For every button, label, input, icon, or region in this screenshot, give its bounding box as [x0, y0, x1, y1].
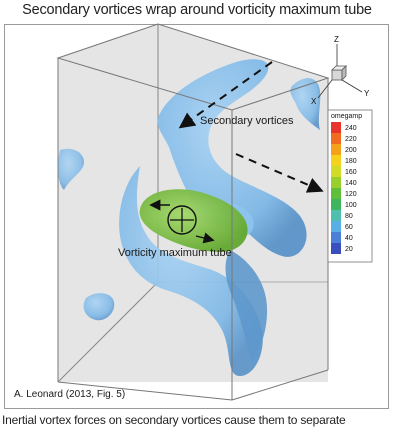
legend-level-label: 140 [345, 180, 357, 187]
legend-swatch [331, 177, 341, 188]
secondary-vortex-surfaces [57, 59, 321, 376]
legend-swatch [331, 155, 341, 166]
legend-level-label: 40 [345, 235, 353, 242]
dashed-arrow-upper [178, 61, 273, 129]
axes-cube-icon [331, 69, 343, 81]
figure-credit: A. Leonard (2013, Fig. 5) [14, 389, 125, 400]
color-legend: omegamp 240 220 200 180 160 140 120 100 80 60 40 20 [327, 109, 373, 263]
legend-swatch [331, 133, 341, 144]
legend-swatch [331, 199, 341, 210]
axis-x-label: X [311, 97, 317, 106]
legend-level-label: 80 [345, 213, 353, 220]
circulation-symbol [149, 199, 215, 244]
legend-level-label: 180 [345, 158, 357, 165]
legend-title: omegamp [331, 113, 362, 120]
legend-swatch [331, 221, 341, 232]
slide-title: Secondary vortices wrap around vorticity… [22, 2, 372, 18]
legend-swatch [331, 243, 341, 254]
legend-level-label: 20 [345, 246, 353, 253]
legend-swatch [331, 188, 341, 199]
legend-swatch [331, 232, 341, 243]
dashed-arrow-right [235, 153, 324, 193]
legend-swatch [331, 210, 341, 221]
legend-swatch [331, 144, 341, 155]
legend-swatch [331, 122, 341, 133]
vorticity-tube-label: Vorticity maximum tube [118, 247, 232, 259]
legend-level-label: 60 [345, 224, 353, 231]
legend-swatch [331, 166, 341, 177]
axis-y-label: Y [364, 89, 370, 98]
slide-caption: Inertial vortex forces on secondary vort… [2, 413, 346, 427]
legend-level-label: 200 [345, 147, 357, 154]
secondary-vortex-arrows [178, 61, 324, 193]
secondary-vortices-label: Secondary vortices [200, 115, 294, 127]
legend-level-label: 120 [345, 191, 357, 198]
legend-level-label: 240 [345, 125, 357, 132]
axis-z-label: Z [334, 35, 339, 44]
legend-level-label: 160 [345, 169, 357, 176]
orientation-axes: Z Y X [311, 35, 370, 106]
legend-level-label: 220 [345, 136, 357, 143]
legend-level-label: 100 [345, 202, 357, 209]
